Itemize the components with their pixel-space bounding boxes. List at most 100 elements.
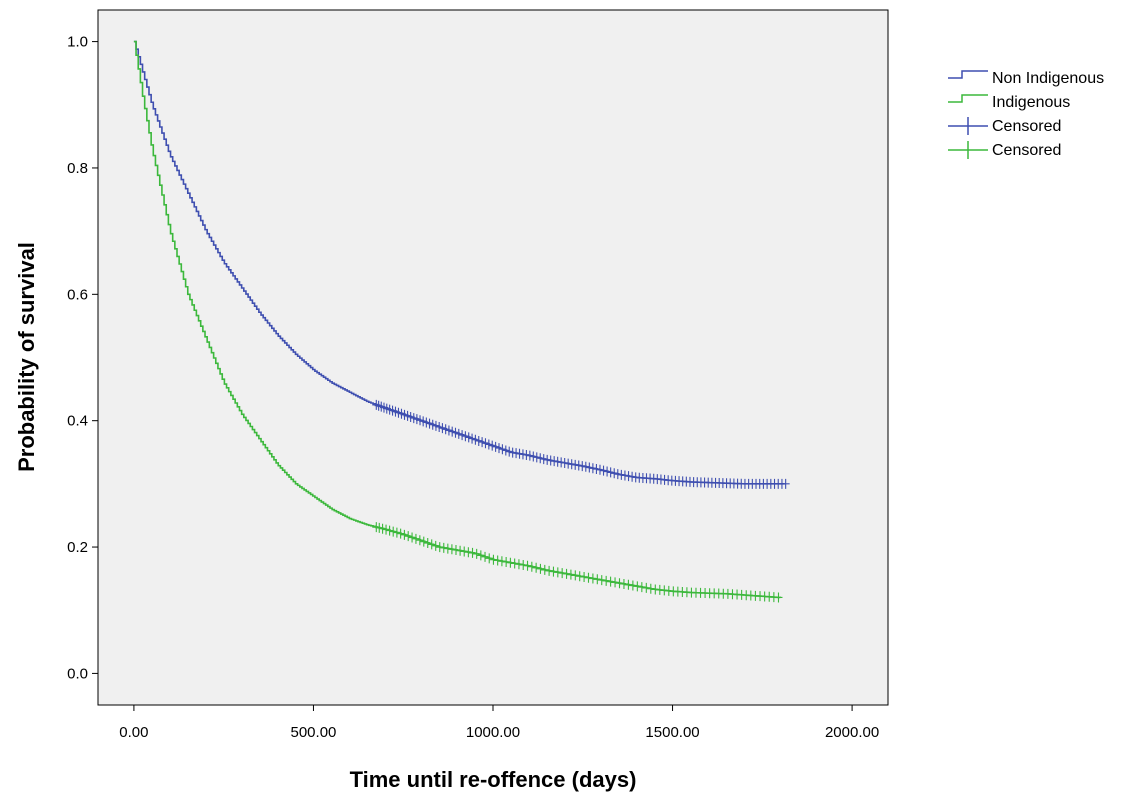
x-tick-label: 1500.00 — [645, 724, 699, 741]
censor-mark — [411, 533, 420, 544]
censor-mark — [637, 582, 646, 593]
censor-mark — [415, 535, 424, 546]
legend-swatch-plus — [948, 141, 988, 159]
censor-mark — [447, 544, 456, 555]
censor-mark — [468, 547, 477, 558]
censor-mark — [435, 422, 444, 433]
x-tick-label: 2000.00 — [825, 724, 879, 741]
censor-mark — [382, 524, 391, 535]
censor-mark — [512, 448, 521, 459]
censor-mark — [529, 451, 538, 462]
censor-mark — [580, 571, 589, 582]
censor-mark — [501, 445, 510, 456]
censor-mark — [444, 425, 453, 436]
censor-mark — [484, 439, 493, 450]
censor-mark — [567, 459, 576, 470]
censor-mark — [451, 545, 460, 556]
censor-mark — [497, 556, 506, 567]
x-axis-ticks: 0.00 500.00 1000.00 1500.00 2000.00 — [119, 705, 879, 741]
censor-mark — [498, 444, 507, 455]
legend-item: Censored — [948, 117, 1061, 135]
censor-mark — [454, 428, 463, 439]
censor-mark — [620, 470, 629, 481]
censor-mark — [539, 454, 548, 465]
censor-mark — [628, 580, 637, 591]
censor-mark — [506, 557, 515, 568]
censor-mark — [595, 464, 604, 475]
censor-mark — [443, 543, 452, 554]
censor-mark — [557, 457, 566, 468]
censor-mark — [532, 562, 541, 573]
censor-mark — [400, 529, 409, 540]
censor-mark — [472, 548, 481, 559]
legend-label: Indigenous — [992, 94, 1070, 111]
censor-mark — [404, 531, 413, 542]
censor-mark — [460, 546, 469, 557]
censor-mark — [558, 568, 567, 579]
y-tick-label: 0.4 — [67, 413, 88, 430]
censor-mark — [505, 446, 514, 457]
y-tick-label: 0.6 — [67, 286, 88, 303]
censor-mark — [549, 566, 558, 577]
censor-mark — [624, 471, 633, 482]
censor-mark — [451, 427, 460, 438]
censor-mark — [646, 583, 655, 594]
censor-mark — [571, 459, 580, 470]
censor-mark — [515, 448, 524, 459]
y-tick-label: 0.8 — [67, 160, 88, 177]
censor-mark — [578, 461, 587, 472]
censor-mark — [588, 573, 597, 584]
censor-mark — [491, 441, 500, 452]
censor-mark — [532, 452, 541, 463]
x-axis-title: Time until re-offence (days) — [350, 767, 637, 792]
legend: Non Indigenous Indigenous Censored Censored — [948, 70, 1104, 159]
legend-item: Censored — [948, 141, 1061, 159]
censor-mark — [458, 430, 467, 441]
censor-mark — [375, 522, 384, 533]
censor-mark — [419, 536, 428, 547]
y-tick-label: 1.0 — [67, 34, 88, 51]
censor-mark — [588, 463, 597, 474]
censor-mark — [602, 575, 611, 586]
censor-mark — [441, 424, 450, 435]
legend-swatch-line — [948, 94, 988, 103]
censor-mark — [427, 539, 436, 550]
censor-mark — [574, 460, 583, 471]
censor-mark — [502, 556, 511, 567]
censor-mark — [476, 550, 485, 561]
censor-mark — [562, 568, 571, 579]
censor-mark — [545, 565, 554, 576]
censor-mark — [774, 592, 783, 603]
censor-mark — [438, 423, 447, 434]
censor-mark — [471, 434, 480, 445]
legend-label: Censored — [992, 142, 1061, 159]
censor-mark — [560, 457, 569, 468]
plot-background — [97, 9, 889, 706]
censor-mark — [518, 449, 527, 460]
censor-mark — [527, 561, 536, 572]
censor-mark — [619, 578, 628, 589]
censor-mark — [525, 450, 534, 461]
censor-mark — [428, 419, 437, 430]
censor-mark — [628, 471, 637, 482]
censor-mark — [536, 453, 545, 464]
censor-mark — [392, 527, 401, 538]
censor-mark — [540, 564, 549, 575]
series-non-indigenous — [133, 40, 790, 489]
censor-mark — [553, 567, 562, 578]
censor-mark — [566, 569, 575, 580]
censor-mark — [571, 570, 580, 581]
censor-mark — [431, 540, 440, 551]
y-axis-title: Probability of survival — [14, 242, 39, 472]
censor-marks — [372, 522, 783, 603]
censor-mark — [593, 574, 602, 585]
censor-mark — [624, 579, 633, 590]
censor-mark — [543, 454, 552, 465]
censor-mark — [597, 575, 606, 586]
legend-label: Censored — [992, 118, 1061, 135]
censor-mark — [550, 456, 559, 467]
censor-mark — [389, 526, 398, 537]
censor-mark — [423, 538, 432, 549]
censor-mark — [489, 554, 498, 565]
